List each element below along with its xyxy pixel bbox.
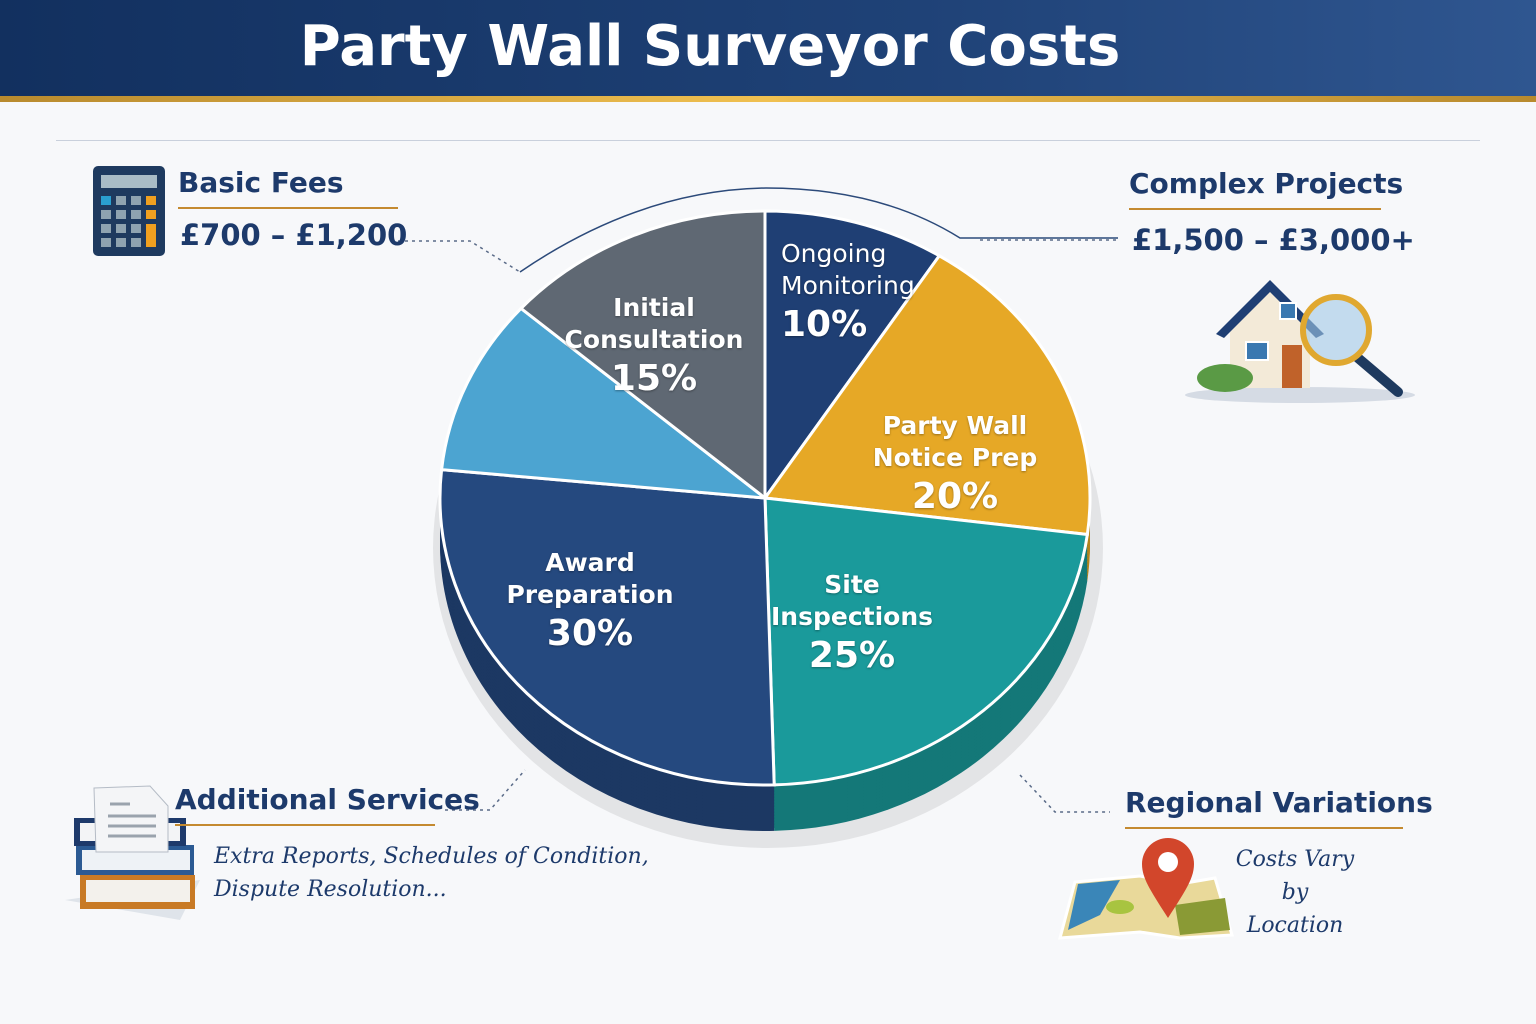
slice-label-initial-consultation: Initial Consultation 15% <box>554 292 754 402</box>
map-pin-icon <box>1058 838 1234 940</box>
complex-projects-heading: Complex Projects <box>1129 167 1403 210</box>
pie-slice-initial-consultation <box>518 209 767 502</box>
slice-label-line: Site <box>824 570 880 599</box>
books-document-icon <box>65 785 200 920</box>
slice-percent: 15% <box>610 358 698 399</box>
slice-label-line: Notice Prep <box>872 443 1038 472</box>
note-line: Costs Vary by <box>1235 847 1355 905</box>
connector-additional <box>445 769 526 811</box>
header-banner <box>0 0 1536 96</box>
basic-fees-heading: Basic Fees <box>178 166 398 209</box>
slice-label-line: Preparation <box>506 580 674 609</box>
header-accent-line <box>0 96 1536 102</box>
slice-label-line: Initial <box>613 293 695 322</box>
connectors <box>398 187 1118 813</box>
slice-label-ongoing-monitoring: Ongoing Monitoring 10% <box>781 238 915 348</box>
slice-label-line: Party Wall <box>882 411 1028 440</box>
pie-slice-ongoing-monitoring <box>763 209 942 503</box>
slice-label-line: Monitoring <box>781 271 915 300</box>
slice-percent: 20% <box>911 476 999 517</box>
page-title: Party Wall Surveyor Costs <box>299 14 1121 79</box>
additional-services-heading: Additional Services <box>175 783 480 826</box>
connector-basic <box>398 240 521 273</box>
slice-label-site-inspections: Site Inspections 25% <box>752 569 952 679</box>
complex-projects-price: £1,500 – £3,000+ <box>1132 223 1415 257</box>
slice-label-line: Inspections <box>770 602 934 631</box>
pie-slice-unlabeled <box>439 306 770 500</box>
divider <box>56 140 1480 141</box>
pie-slice-award-preparation <box>438 467 776 787</box>
slice-percent: 25% <box>808 635 896 676</box>
note-line: Dispute Resolution... <box>214 877 447 902</box>
pie-slice-site-inspections <box>763 496 1090 787</box>
slice-label-party-wall-notice-prep: Party Wall Notice Prep 20% <box>855 410 1055 520</box>
slice-label-line: Award <box>545 548 635 577</box>
connector-arc <box>519 187 1118 273</box>
note-line: Location <box>1246 913 1344 938</box>
basic-fees-price: £700 – £1,200 <box>180 218 408 252</box>
note-line: Extra Reports, Schedules of Condition, <box>214 844 649 869</box>
connector-regional <box>1019 774 1110 813</box>
regional-variations-note: Costs Vary by Location <box>1220 843 1370 942</box>
regional-variations-heading: Regional Variations <box>1125 786 1433 829</box>
slice-label-award-preparation: Award Preparation 30% <box>490 547 690 657</box>
additional-services-note: Extra Reports, Schedules of Condition, Di… <box>214 840 649 906</box>
slice-label-line: Ongoing <box>781 239 887 268</box>
slice-percent: 30% <box>546 613 634 654</box>
slice-label-line: Consultation <box>564 325 744 354</box>
slice-percent: 10% <box>781 304 868 345</box>
house-magnifier-icon <box>1185 280 1415 403</box>
calculator-icon <box>93 166 165 256</box>
pie-slice-party-wall-notice-prep <box>762 253 1092 537</box>
